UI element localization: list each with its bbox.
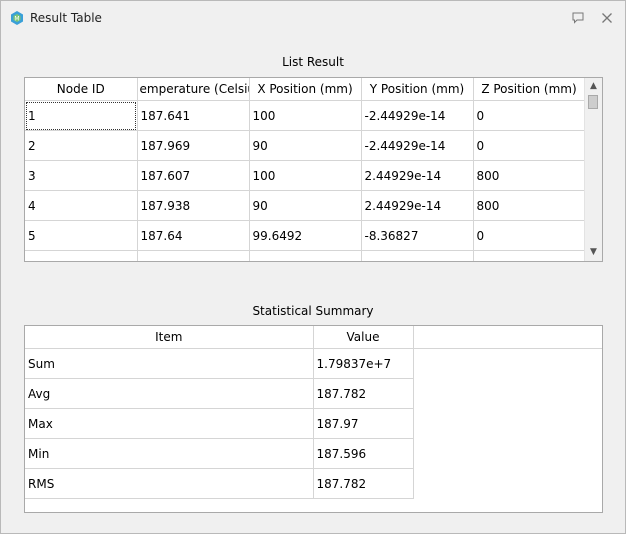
cell[interactable] <box>361 250 474 261</box>
scroll-down-arrow-icon[interactable]: ▼ <box>590 247 597 257</box>
filler-cell <box>413 349 602 379</box>
cell[interactable]: 3 <box>25 160 138 191</box>
table-row[interactable]: Min 187.596 <box>25 438 602 469</box>
cell[interactable]: 800 <box>473 160 586 191</box>
column-header-node-id[interactable]: Node ID <box>25 78 138 101</box>
cell[interactable]: -8.36827 <box>361 220 474 251</box>
cell[interactable]: 2.44929e-14 <box>361 190 474 221</box>
table-row[interactable]: Max 187.97 <box>25 408 602 439</box>
vertical-scrollbar[interactable]: ▲ ▼ <box>584 78 602 261</box>
cell[interactable]: 0 <box>473 220 586 251</box>
column-header-x-position[interactable]: X Position (mm) <box>249 78 362 101</box>
cell[interactable]: 2.44929e-14 <box>361 160 474 191</box>
column-header-value[interactable]: Value <box>313 326 414 349</box>
table-row[interactable]: 5 187.64 99.6492 -8.36827 0 <box>25 220 586 251</box>
filler-cell <box>413 379 602 409</box>
table-row[interactable]: 1 187.641 100 -2.44929e-14 0 <box>25 100 586 131</box>
app-logo-icon: M <box>11 11 23 25</box>
column-header-z-position[interactable]: Z Position (mm) <box>473 78 586 101</box>
cell[interactable]: 2 <box>25 130 138 161</box>
cell[interactable]: 100 <box>249 160 362 191</box>
cell[interactable]: 5 <box>25 220 138 251</box>
cell[interactable]: 0 <box>473 100 586 131</box>
cell[interactable]: 187.782 <box>313 468 414 499</box>
cell[interactable]: Max <box>25 408 314 439</box>
cell[interactable]: 187.607 <box>137 160 250 191</box>
table-row[interactable]: Avg 187.782 <box>25 378 602 409</box>
cell[interactable] <box>25 250 138 261</box>
cell[interactable]: -2.44929e-14 <box>361 100 474 131</box>
cell[interactable] <box>137 250 250 261</box>
cell[interactable]: RMS <box>25 468 314 499</box>
cell[interactable]: Avg <box>25 378 314 409</box>
cell[interactable]: 187.596 <box>313 438 414 469</box>
window-title: Result Table <box>30 11 102 25</box>
svg-text:M: M <box>14 16 19 23</box>
feedback-icon[interactable] <box>569 9 587 27</box>
filler-cell <box>413 469 602 499</box>
cell[interactable]: 90 <box>249 130 362 161</box>
cell[interactable]: 99.6492 <box>249 220 362 251</box>
statistical-summary-grid: Item Value Sum 1.79837e+7 Avg 187.782 M <box>25 326 602 499</box>
cell[interactable] <box>249 250 362 261</box>
column-header-y-position[interactable]: Y Position (mm) <box>361 78 474 101</box>
cell[interactable]: 187.641 <box>137 100 250 131</box>
statistical-summary-title: Statistical Summary <box>252 304 374 318</box>
cell[interactable]: Min <box>25 438 314 469</box>
cell[interactable]: 187.969 <box>137 130 250 161</box>
cell[interactable]: 187.938 <box>137 190 250 221</box>
filler-cell <box>413 409 602 439</box>
list-header-row: Node ID emperature (Celsius X Position (… <box>25 78 586 101</box>
cell[interactable]: 1 <box>25 100 138 131</box>
cell[interactable]: Sum <box>25 348 314 379</box>
cell[interactable]: 187.782 <box>313 378 414 409</box>
scroll-thumb[interactable] <box>588 95 598 109</box>
statistical-summary-table[interactable]: Item Value Sum 1.79837e+7 Avg 187.782 M <box>24 325 603 513</box>
filler-cell <box>413 439 602 469</box>
cell[interactable]: 4 <box>25 190 138 221</box>
close-icon[interactable] <box>598 9 616 27</box>
list-result-table[interactable]: Node ID emperature (Celsius X Position (… <box>24 77 603 262</box>
list-result-grid: Node ID emperature (Celsius X Position (… <box>25 78 586 261</box>
cell[interactable]: 1.79837e+7 <box>313 348 414 379</box>
cell[interactable]: 187.64 <box>137 220 250 251</box>
cell[interactable]: 90 <box>249 190 362 221</box>
table-row[interactable]: 2 187.969 90 -2.44929e-14 0 <box>25 130 586 161</box>
list-result-title: List Result <box>282 55 344 69</box>
column-header-item[interactable]: Item <box>25 326 314 349</box>
cell[interactable]: 100 <box>249 100 362 131</box>
cell[interactable]: -2.44929e-14 <box>361 130 474 161</box>
table-row[interactable]: RMS 187.782 <box>25 468 602 499</box>
cell[interactable]: 0 <box>473 130 586 161</box>
table-row[interactable] <box>25 250 586 261</box>
table-row[interactable]: Sum 1.79837e+7 <box>25 348 602 379</box>
summary-header-row: Item Value <box>25 326 602 349</box>
column-header-filler <box>413 326 602 349</box>
cell[interactable] <box>473 250 586 261</box>
title-bar: M Result Table <box>1 1 625 35</box>
column-header-temperature[interactable]: emperature (Celsius <box>137 78 250 101</box>
cell[interactable]: 800 <box>473 190 586 221</box>
scroll-up-arrow-icon[interactable]: ▲ <box>590 81 597 91</box>
table-row[interactable]: 4 187.938 90 2.44929e-14 800 <box>25 190 586 221</box>
table-row[interactable]: 3 187.607 100 2.44929e-14 800 <box>25 160 586 191</box>
cell[interactable]: 187.97 <box>313 408 414 439</box>
